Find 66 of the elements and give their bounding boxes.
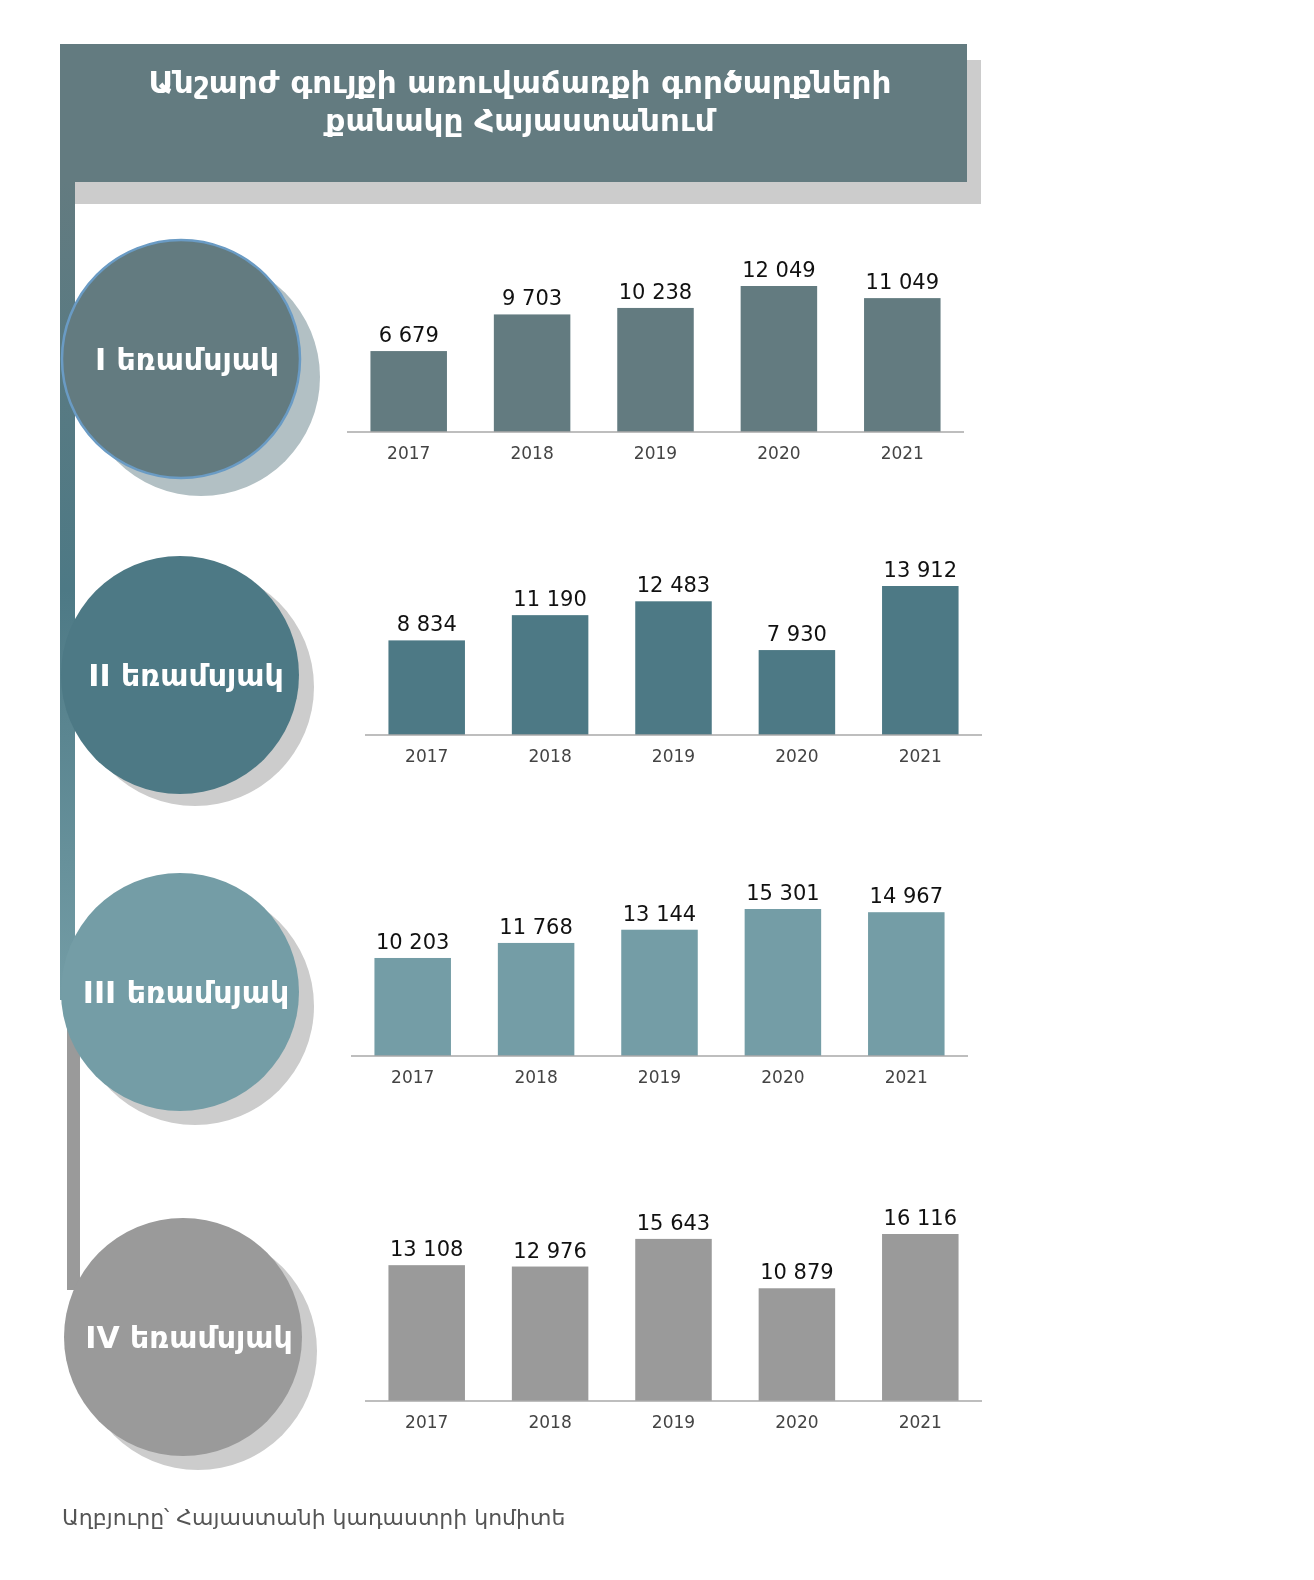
data-label: 10 879: [760, 1260, 834, 1285]
x-tick-label: 2018: [514, 1067, 558, 1087]
x-tick-label: 2018: [528, 1412, 572, 1432]
data-label: 13 912: [883, 558, 958, 582]
data-label: 12 483: [636, 573, 711, 598]
bar: [388, 640, 465, 735]
text: IV եռամսյակ: [85, 1320, 293, 1355]
data-label: 12 976: [513, 1238, 587, 1263]
bar: [635, 1238, 712, 1401]
x-tick-label: 2020: [761, 1067, 805, 1087]
bar: [388, 1265, 465, 1401]
x-tick-label: 2017: [387, 443, 431, 463]
x-tick-label: 2019: [633, 443, 678, 463]
x-tick-label: 2021: [898, 1412, 942, 1432]
bar: [493, 314, 571, 432]
bar: [511, 615, 589, 735]
data-label: 11 190: [513, 587, 587, 612]
x-tick-label: 2017: [391, 1067, 435, 1087]
x-tick-label: 2018: [528, 746, 572, 766]
data-label: 16 116: [883, 1206, 958, 1230]
bar: [511, 1266, 589, 1401]
text: I եռամսյակ: [94, 342, 280, 377]
x-tick-label: 2021: [898, 746, 942, 766]
bar: [744, 909, 822, 1056]
x-tick-label: 2019: [651, 1412, 696, 1432]
x-tick-label: 2018: [510, 443, 554, 463]
bar: [635, 601, 712, 735]
x-tick-label: 2020: [775, 1412, 819, 1432]
data-label: 7 930: [766, 622, 827, 647]
bar: [740, 286, 818, 432]
data-label: 10 203: [375, 929, 450, 954]
bar: [882, 586, 959, 735]
data-label: 14 967: [869, 884, 944, 909]
x-tick-label: 2017: [405, 1412, 449, 1432]
data-label: 6 679: [378, 323, 439, 348]
bar: [374, 957, 451, 1056]
x-tick-label: 2019: [637, 1067, 682, 1087]
bar: [882, 1234, 959, 1401]
bar: [758, 650, 836, 735]
data-label: 15 643: [636, 1210, 711, 1235]
data-label: 11 768: [499, 914, 573, 939]
data-label: 11 049: [865, 270, 940, 295]
data-label: 13 108: [389, 1237, 464, 1262]
x-tick-label: 2017: [405, 746, 449, 766]
data-label: 13 144: [622, 901, 697, 926]
x-tick-label: 2021: [880, 443, 924, 463]
bar: [617, 307, 694, 432]
bar: [370, 351, 447, 432]
text: Աղբյուրը՝ Հայաստանի կադաստրի կոմիտե: [62, 1505, 566, 1530]
data-label: 8 834: [396, 612, 457, 637]
data-label: 10 238: [618, 279, 693, 304]
data-label: 15 301: [746, 881, 820, 905]
text: III եռամսյակ: [82, 975, 290, 1010]
bar: [758, 1288, 836, 1401]
text: II եռամսյակ: [88, 658, 284, 693]
x-tick-label: 2020: [775, 746, 819, 766]
data-label: 12 049: [742, 258, 816, 282]
x-tick-label: 2021: [884, 1067, 928, 1087]
text: Անշարժ գույքի առուվաճառքի գործարքների քանակը Հայաստանում: [148, 64, 892, 138]
data-label: 9 703: [502, 286, 563, 311]
bar: [868, 912, 945, 1056]
bar: [864, 298, 941, 432]
x-tick-label: 2019: [651, 746, 696, 766]
bar: [621, 929, 698, 1056]
x-tick-label: 2020: [757, 443, 801, 463]
bar: [497, 942, 575, 1056]
